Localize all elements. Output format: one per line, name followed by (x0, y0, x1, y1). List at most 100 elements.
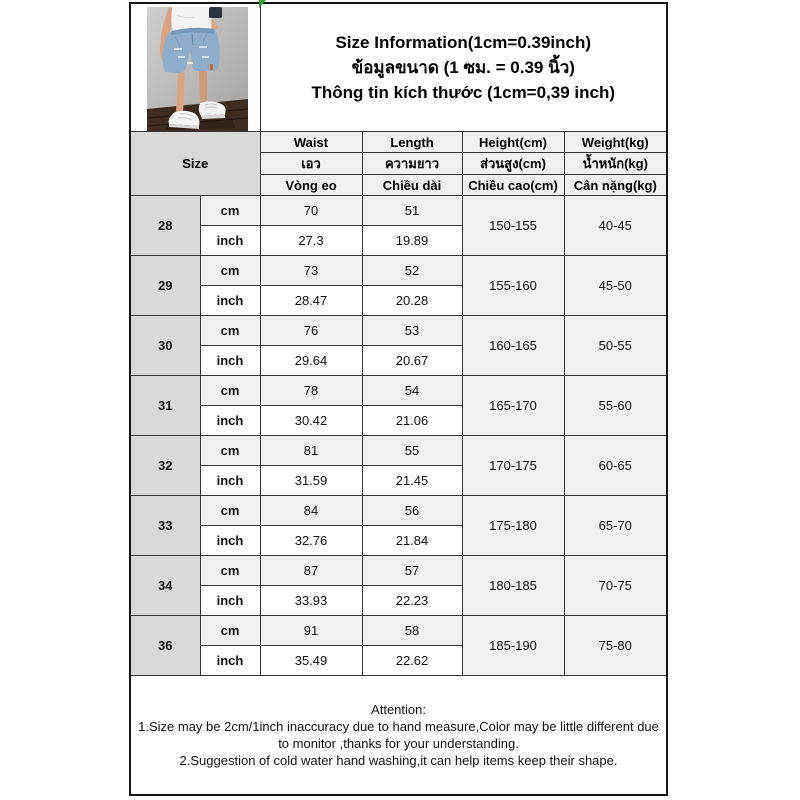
length-inch-value: 22.62 (361, 645, 463, 676)
unit-label-inch: inch (199, 645, 261, 676)
title-cell: Size Information(1cm=0.39inch) ข้อมูลขนา… (259, 2, 668, 132)
size-chart-table: Size Information(1cm=0.39inch) ข้อมูลขนา… (129, 2, 669, 796)
height-range: 165-170 (461, 375, 565, 436)
size-row-31-cm: 31 cm 78 54 165-170 55-60 (129, 375, 668, 436)
size-row-28-inch: inch 27.3 19.89 (130, 225, 667, 256)
attention-row: Attention: 1.Size may be 2cm/1inch inacc… (129, 675, 668, 796)
length-inch-value: 21.06 (361, 405, 463, 436)
attention-heading: Attention: (371, 702, 426, 717)
col-header-waist-vi: Vòng eo (259, 174, 363, 196)
length-cm-value: 51 (361, 195, 463, 226)
col-header-height-en: Height(cm) (461, 131, 565, 153)
title-line-vi: Thông tin kích thước (1cm=0,39 inch) (311, 83, 616, 102)
waist-cm-value: 84 (259, 495, 363, 526)
col-header-height-vi: Chiều cao(cm) (461, 174, 565, 196)
waist-inch-value: 29.64 (259, 345, 363, 376)
size-row-32-cm: 32 cm 81 55 170-175 60-65 (129, 435, 668, 496)
attention-note: Attention: 1.Size may be 2cm/1inch inacc… (129, 675, 668, 796)
size-row-32-inch: inch 31.59 21.45 (130, 465, 667, 496)
header-row-en: Size Waist Length Height(cm) Weight(kg) (129, 131, 668, 196)
length-cm-value: 52 (361, 255, 463, 286)
size-row-30-cm: 30 cm 76 53 160-165 50-55 (129, 315, 668, 376)
header-row-th: เอว ความยาว ส่วนสูง(cm) น้ำหนัก(kg) (130, 152, 668, 175)
col-header-height-th: ส่วนสูง(cm) (461, 152, 565, 175)
waist-inch-value: 35.49 (259, 645, 363, 676)
waist-cm-value: 76 (259, 315, 363, 346)
weight-range: 65-70 (563, 495, 668, 556)
title-row: Size Information(1cm=0.39inch) ข้อมูลขนา… (129, 2, 668, 132)
height-range: 170-175 (461, 435, 565, 496)
col-header-length-vi: Chiều dài (361, 174, 463, 196)
weight-range: 40-45 (563, 195, 668, 256)
title-line-en: Size Information(1cm=0.39inch) (335, 33, 592, 52)
waist-inch-value: 32.76 (259, 525, 363, 556)
unit-label-inch: inch (199, 225, 261, 256)
length-inch-value: 19.89 (361, 225, 463, 256)
unit-label-cm: cm (199, 435, 261, 466)
size-value: 31 (129, 375, 201, 436)
length-inch-value: 21.84 (361, 525, 463, 556)
height-range: 150-155 (461, 195, 565, 256)
height-range: 155-160 (461, 255, 565, 316)
waist-cm-value: 73 (259, 255, 363, 286)
size-value: 30 (129, 315, 201, 376)
height-range: 180-185 (461, 555, 565, 616)
size-value: 34 (129, 555, 201, 616)
unit-label-inch: inch (199, 405, 261, 436)
height-range: 175-180 (461, 495, 565, 556)
waist-cm-value: 87 (259, 555, 363, 586)
size-row-34-cm: 34 cm 87 57 180-185 70-75 (129, 555, 668, 616)
length-inch-value: 22.23 (361, 585, 463, 616)
weight-range: 45-50 (563, 255, 668, 316)
unit-label-inch: inch (199, 465, 261, 496)
size-table-body: 28 cm 70 51 150-155 40-45 inch 27.3 19.89 29 cm 73 5… (129, 195, 668, 676)
height-range: 160-165 (461, 315, 565, 376)
unit-label-cm: cm (199, 375, 261, 406)
unit-label-cm: cm (199, 495, 261, 526)
title-line-th: ข้อมูลขนาด (1 ซม. = 0.39 นิ้ว) (351, 58, 575, 77)
length-cm-value: 53 (361, 315, 463, 346)
unit-label-inch: inch (199, 285, 261, 316)
size-row-29-cm: 29 cm 73 52 155-160 45-50 (129, 255, 668, 316)
size-row-28-cm: 28 cm 70 51 150-155 40-45 (129, 195, 668, 256)
size-row-36-cm: 36 cm 91 58 185-190 75-80 (129, 615, 668, 676)
unit-label-inch: inch (199, 585, 261, 616)
length-inch-value: 21.45 (361, 465, 463, 496)
weight-range: 70-75 (563, 555, 668, 616)
unit-label-cm: cm (199, 195, 261, 226)
length-inch-value: 20.67 (361, 345, 463, 376)
cell-error-flag-icon (259, 0, 266, 8)
length-cm-value: 57 (361, 555, 463, 586)
col-header-weight-th: น้ำหนัก(kg) (563, 152, 668, 175)
waist-cm-value: 78 (259, 375, 363, 406)
waist-inch-value: 27.3 (259, 225, 363, 256)
length-cm-value: 58 (361, 615, 463, 646)
col-header-weight-en: Weight(kg) (563, 131, 668, 153)
size-value: 36 (129, 615, 201, 676)
col-header-length-en: Length (361, 131, 463, 153)
waist-inch-value: 30.42 (259, 405, 363, 436)
size-value: 32 (129, 435, 201, 496)
product-photo-cell (129, 2, 261, 132)
product-photo (146, 6, 249, 131)
height-range: 185-190 (461, 615, 565, 676)
unit-label-inch: inch (199, 525, 261, 556)
unit-label-inch: inch (199, 345, 261, 376)
waist-inch-value: 31.59 (259, 465, 363, 496)
size-chart-sheet: Size Information(1cm=0.39inch) ข้อมูลขนา… (129, 0, 669, 796)
size-value: 33 (129, 495, 201, 556)
length-cm-value: 55 (361, 435, 463, 466)
unit-label-cm: cm (199, 315, 261, 346)
length-cm-value: 54 (361, 375, 463, 406)
waist-inch-value: 28.47 (259, 285, 363, 316)
col-header-waist-en: Waist (259, 131, 363, 153)
size-value: 29 (129, 255, 201, 316)
size-row-33-cm: 33 cm 84 56 175-180 65-70 (129, 495, 668, 556)
size-header: Size (129, 131, 261, 196)
unit-label-cm: cm (199, 615, 261, 646)
waist-cm-value: 70 (259, 195, 363, 226)
length-cm-value: 56 (361, 495, 463, 526)
unit-label-cm: cm (199, 255, 261, 286)
weight-range: 55-60 (563, 375, 668, 436)
size-row-29-inch: inch 28.47 20.28 (130, 285, 667, 316)
